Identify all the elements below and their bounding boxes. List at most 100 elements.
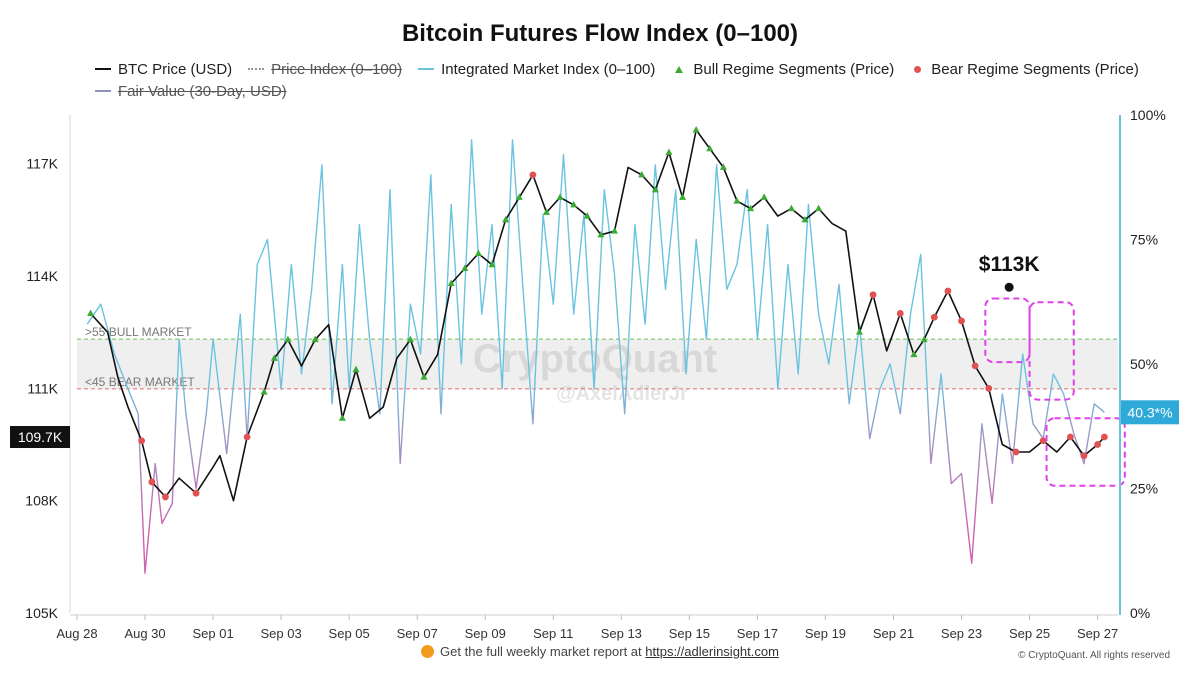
legend-fair-value[interactable]: Fair Value (30-Day, USD): [95, 83, 287, 100]
y-left-tick: 111K: [27, 380, 58, 396]
bear-marker: [192, 489, 200, 497]
y-right-tick: 0%: [1130, 605, 1150, 621]
x-tick-label: Sep 25: [1009, 626, 1050, 641]
x-tick-label: Sep 01: [192, 626, 233, 641]
bull-marker: [920, 335, 928, 343]
bull-marker: [855, 328, 863, 335]
y-left-tick: 117K: [26, 156, 58, 172]
y-right-tick: 25%: [1130, 481, 1158, 497]
report-link[interactable]: https://adlerinsight.com: [645, 644, 779, 659]
bull-marker: [406, 335, 414, 343]
triangle-marker-icon: [675, 65, 684, 73]
bull-marker: [556, 193, 564, 200]
bull-marker: [87, 309, 95, 316]
bull-marker: [787, 204, 795, 212]
bull-marker: [270, 354, 278, 361]
bull-marker: [733, 197, 741, 204]
bear-marker: [985, 384, 993, 392]
bull-marker: [570, 200, 578, 208]
bull-marker: [583, 212, 591, 219]
bear-marker: [529, 171, 537, 179]
bear-marker: [162, 493, 169, 501]
bull-marker: [611, 227, 619, 234]
bull-marker: [679, 193, 687, 200]
y-right-tick: 75%: [1130, 232, 1158, 248]
bear-marker: [243, 433, 251, 441]
legend-market-index[interactable]: Integrated Market Index (0–100): [418, 61, 655, 78]
chart-title: Bitcoin Futures Flow Index (0–100): [401, 20, 799, 47]
bull-marker: [651, 185, 659, 193]
current-index-label: 40.3*%: [1127, 404, 1172, 420]
x-tick-label: Aug 28: [56, 626, 97, 641]
dotted-line-swatch-icon: [248, 68, 265, 70]
highlight-box: [1028, 301, 1075, 401]
bull-marker: [665, 148, 673, 155]
bear-marker: [971, 362, 979, 370]
bull-marker: [338, 414, 346, 421]
bull-marker: [352, 365, 360, 373]
highlight-box: [1045, 417, 1126, 487]
x-tick-label: Sep 23: [941, 626, 982, 641]
x-tick-label: Aug 30: [124, 626, 165, 641]
x-tick-label: Sep 13: [601, 626, 642, 641]
circle-marker-icon: [914, 65, 922, 73]
bull-marker: [260, 388, 268, 395]
line-swatch-icon: [95, 68, 111, 70]
copyright: © CryptoQuant. All rights reserved: [1018, 650, 1170, 661]
footer: Get the full weekly market report at htt…: [0, 644, 1200, 659]
legend-btc-price[interactable]: BTC Price (USD): [95, 61, 232, 78]
bull-marker: [706, 144, 714, 152]
annotation-point: [1004, 282, 1014, 292]
x-tick-label: Sep 05: [329, 626, 370, 641]
bull-marker: [461, 264, 469, 272]
line-swatch-icon: [418, 68, 435, 70]
bull-marker: [692, 125, 700, 133]
legend-bear-regime[interactable]: Bear Regime Segments (Price): [910, 61, 1139, 78]
bear-marker: [896, 310, 904, 317]
bull-marker: [747, 204, 755, 212]
bull-marker: [488, 260, 496, 268]
highlight-box: [984, 297, 1031, 364]
current-price-label: 109.7K: [18, 429, 63, 445]
y-left-tick: 114K: [26, 268, 58, 284]
y-left-tick: 105K: [25, 605, 58, 621]
bear-marker: [1100, 433, 1108, 441]
y-left-tick: 108K: [25, 493, 58, 509]
current-index-tag: [1121, 400, 1179, 425]
bear-marker: [869, 291, 877, 299]
bull-marker: [420, 373, 428, 380]
x-tick-label: Sep 21: [873, 626, 914, 641]
x-tick-label: Sep 15: [669, 626, 710, 641]
footer-text: Get the full weekly market report at: [440, 644, 642, 659]
bear-marker: [1066, 433, 1074, 441]
bear-marker: [958, 317, 965, 325]
legend-price-index[interactable]: Price Index (0–100): [248, 61, 402, 78]
bull-marker: [760, 193, 768, 200]
bull-marker: [638, 170, 646, 178]
bull-marker: [515, 193, 523, 200]
price-annotation: $113K: [979, 253, 1040, 276]
bear-marker: [1012, 448, 1020, 456]
bear-marker: [1094, 441, 1101, 448]
x-tick-label: Sep 27: [1077, 626, 1118, 641]
x-tick-label: Sep 07: [397, 626, 438, 641]
x-tick-label: Sep 11: [533, 626, 573, 641]
bear-marker: [1039, 437, 1047, 445]
line-swatch-icon: [95, 90, 111, 92]
x-tick-label: Sep 09: [465, 626, 506, 641]
bull-marker: [502, 215, 510, 223]
bear-marker: [148, 478, 156, 486]
bull-marker: [542, 208, 550, 215]
current-price-tag: [10, 426, 70, 449]
bear-marker: [138, 437, 146, 445]
bull-marker: [284, 335, 292, 343]
legend-bull-regime[interactable]: Bull Regime Segments (Price): [671, 61, 894, 78]
bull-marker: [815, 204, 823, 212]
bull-marker: [597, 230, 605, 238]
bull-marker: [801, 215, 809, 223]
bull-marker: [910, 350, 918, 358]
bull-marker: [311, 335, 319, 343]
bull-band-label: >55 BULL MARKET: [85, 325, 192, 339]
bull-marker: [474, 249, 482, 257]
